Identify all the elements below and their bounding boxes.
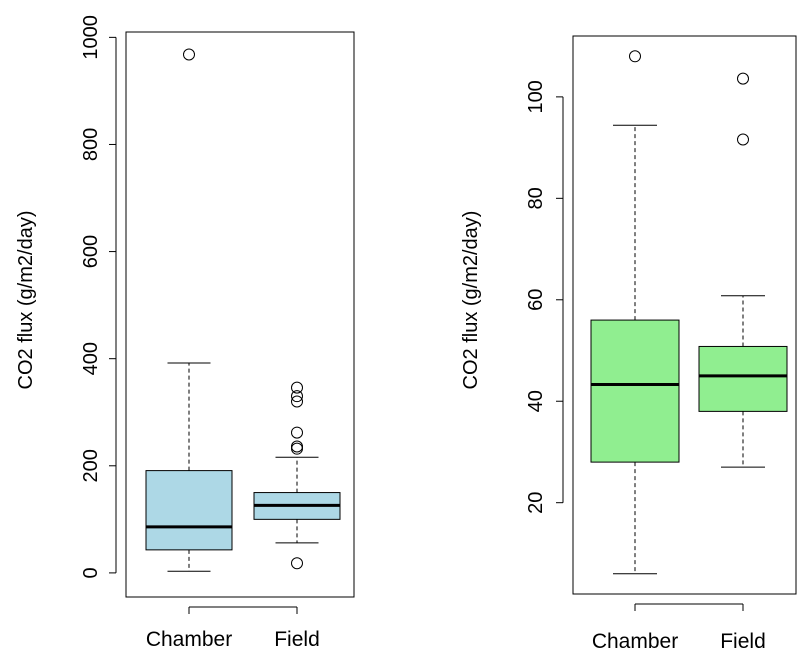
y-tick-label: 0 (80, 567, 102, 578)
y-axis-label: CO2 flux (g/m2/day) (15, 211, 37, 390)
y-tick-label: 200 (80, 449, 102, 482)
outlier-point (291, 390, 303, 403)
outlier-point (291, 557, 303, 570)
x-category-label: Field (720, 630, 766, 653)
y-tick-label: 60 (525, 289, 547, 311)
right-boxplot-panel: 20 40 60 80 100 CO2 flux (g/m2/day) Chamber Fie… (460, 35, 797, 653)
y-tick-label: 1000 (80, 15, 102, 60)
outlier-point (291, 426, 303, 439)
left-boxplot-panel: 0 200 400 600 800 1000 CO2 flux (g/m2/day) Cham… (15, 15, 355, 651)
box-field (253, 381, 341, 570)
outlier-point (291, 395, 303, 408)
y-tick-label: 80 (525, 187, 547, 209)
x-category-label: Chamber (592, 630, 678, 653)
y-tick-label: 40 (525, 390, 547, 412)
plot-frame (572, 35, 797, 595)
interquartile-box (590, 319, 680, 463)
y-tick-label: 100 (525, 80, 547, 113)
y-tick-label: 20 (525, 492, 547, 514)
outlier-point (291, 440, 303, 453)
y-tick-label: 800 (80, 128, 102, 161)
box-chamber (145, 48, 233, 572)
y-axis-label: CO2 flux (g/m2/day) (460, 211, 482, 390)
x-category-label: Chamber (146, 628, 232, 651)
box-chamber (590, 50, 680, 575)
interquartile-box (698, 345, 788, 412)
y-tick-label: 400 (80, 342, 102, 375)
outlier-point (291, 381, 303, 394)
plot-frame (125, 31, 355, 598)
outlier-point (737, 72, 749, 85)
outlier-point (629, 50, 641, 63)
outlier-point (183, 48, 195, 61)
interquartile-box (145, 470, 233, 551)
outlier-point (737, 133, 749, 146)
y-tick-label: 600 (80, 235, 102, 268)
box-field (698, 72, 788, 468)
x-category-label: Field (274, 628, 320, 651)
